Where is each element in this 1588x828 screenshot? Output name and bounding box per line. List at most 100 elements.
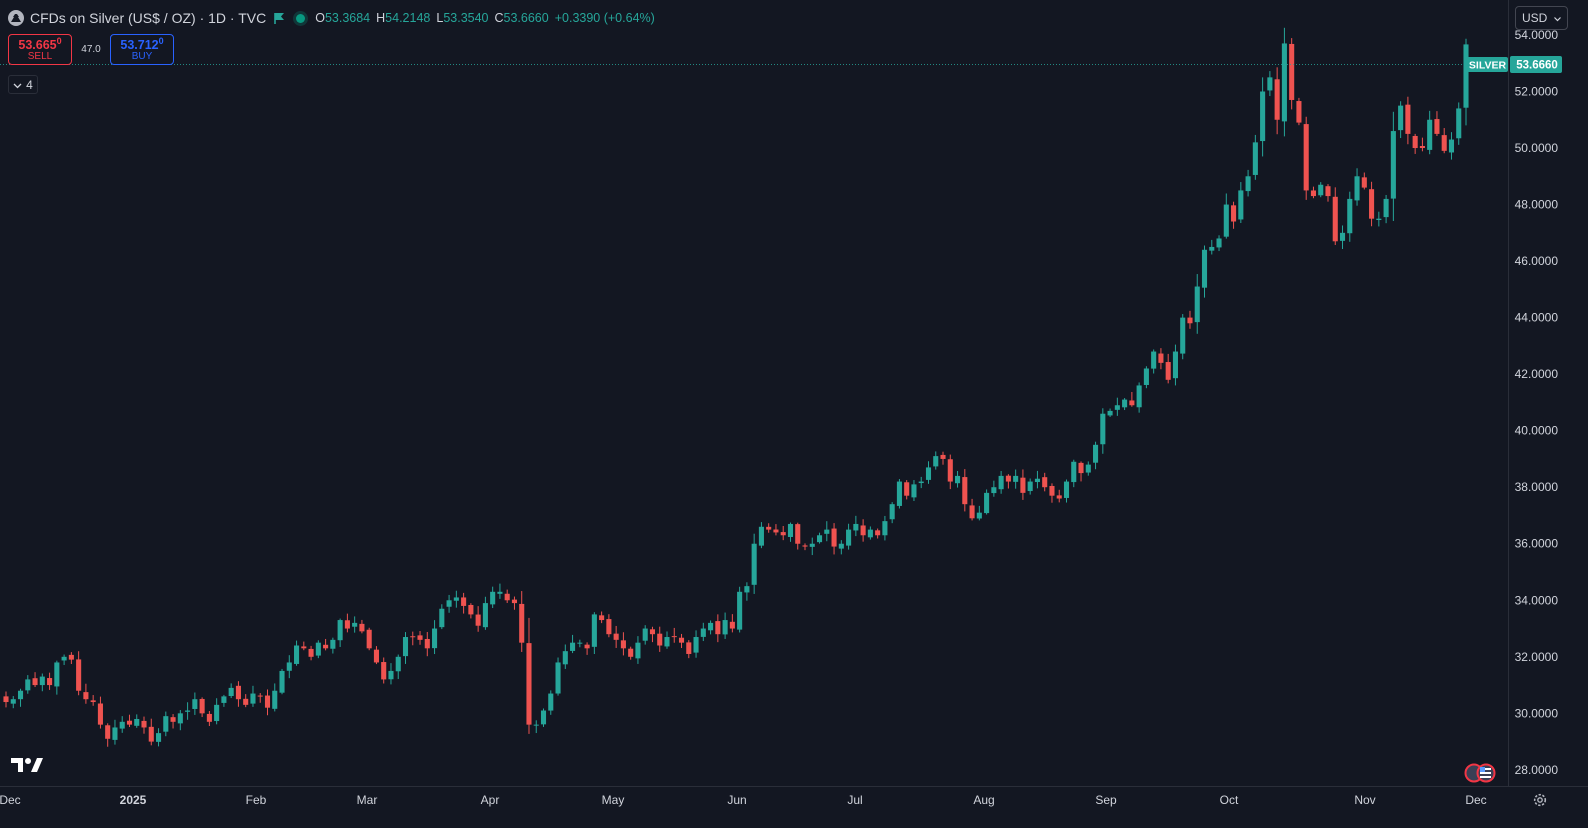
y-tick-label: 30.0000 [1515, 706, 1559, 720]
candle-down [1129, 400, 1135, 406]
y-tick-label: 46.0000 [1515, 254, 1559, 268]
candle-up [1281, 43, 1287, 122]
market-status-icon[interactable] [296, 13, 306, 23]
candle-up [991, 487, 997, 494]
candle-down [148, 726, 154, 742]
economic-events-flags-icon[interactable] [1462, 763, 1498, 783]
candle-up [1063, 481, 1070, 498]
candle-up [54, 662, 60, 687]
candle-up [39, 676, 45, 686]
candle-down [344, 620, 350, 629]
x-tick-label: Feb [246, 793, 267, 807]
candle-up [555, 662, 561, 694]
x-tick-label: 2025 [120, 793, 147, 807]
candle-up [446, 600, 452, 607]
buy-price: 53.712 [120, 37, 159, 52]
candle-up [294, 645, 300, 664]
candle-up [809, 543, 815, 547]
candle-up [1201, 249, 1208, 288]
candle-up [846, 529, 852, 546]
candle-up [1034, 478, 1040, 483]
x-tick-label: Aug [973, 793, 994, 807]
candle-down [257, 695, 263, 697]
x-tick-label: May [602, 793, 625, 807]
x-axis-ticks: Dec 2025 Feb Mar Apr May Jun Jul Aug Sep Oct Nov Dec [0, 793, 1487, 807]
price-tag-bg [1510, 56, 1562, 73]
buy-label: BUY [131, 50, 153, 62]
symbol-tag-bg [1467, 57, 1508, 72]
candle-down [141, 720, 147, 728]
symbol-tag: SILVER [1469, 60, 1507, 72]
candle-down [1332, 196, 1338, 242]
candle-up [1347, 198, 1353, 234]
y-tick-label: 48.0000 [1515, 198, 1559, 212]
candle-up [1260, 91, 1266, 142]
flag-icon[interactable] [272, 11, 286, 25]
sell-price: 53.665 [18, 37, 57, 52]
candle-up [25, 679, 31, 691]
candle-down [366, 629, 372, 649]
candle-down [90, 700, 96, 703]
candle-down [32, 678, 38, 686]
candle-up [1194, 286, 1200, 323]
candle-down [199, 698, 205, 714]
candle-down [424, 638, 430, 649]
indicators-toggle-button[interactable]: 4 [8, 75, 38, 94]
open-value: 53.3684 [324, 11, 371, 25]
candle-up [163, 716, 169, 732]
candle-up [1223, 204, 1229, 237]
x-tick-label: Apr [481, 793, 500, 807]
candle-down [1412, 135, 1418, 149]
candle-down [678, 637, 685, 643]
chevron-down-icon [13, 78, 22, 92]
candle-up [889, 504, 895, 520]
candle-up [185, 710, 191, 712]
y-tick-label: 36.0000 [1515, 537, 1559, 551]
symbol-legend[interactable]: CFDs on Silver (US$ / OZ) · 1D · TVC O53… [8, 9, 655, 27]
sell-button[interactable]: 53.6650 SELL [8, 34, 72, 65]
candle-up [838, 543, 844, 549]
close-key: C [494, 11, 504, 25]
candle-up [570, 642, 576, 651]
x-tick-label: Mar [357, 793, 378, 807]
ohlc-values: O53.3684 H54.2148 L53.3540 C53.6660 +0.3… [315, 11, 655, 25]
candle-up [315, 642, 321, 656]
candle-up [642, 628, 648, 641]
candle-up [214, 704, 220, 722]
tradingview-logo[interactable] [11, 756, 43, 779]
y-tick-label: 28.0000 [1515, 763, 1559, 777]
candle-up [635, 642, 641, 659]
candle-up [279, 670, 285, 693]
candle-down [613, 633, 619, 640]
settings-gear-icon[interactable] [1532, 792, 1548, 813]
candle-up [882, 521, 888, 536]
candle-up [933, 456, 939, 467]
y-tick-label: 44.0000 [1515, 311, 1559, 325]
candle-down [301, 646, 307, 649]
candle-up [192, 699, 198, 709]
candle-up [1136, 385, 1142, 408]
sell-label: SELL [27, 50, 53, 62]
candle-up [330, 639, 336, 649]
candle-up [1013, 475, 1019, 482]
candle-down [126, 720, 133, 725]
y-tick-label: 34.0000 [1515, 593, 1559, 607]
candle-down [1005, 475, 1011, 482]
candle-up [1151, 351, 1157, 369]
candle-down [206, 713, 212, 722]
candle-up [453, 597, 459, 601]
candle-down [1289, 43, 1295, 100]
candle-down [264, 695, 271, 708]
buy-button[interactable]: 53.7120 BUY [110, 34, 174, 65]
candle-up [1143, 368, 1149, 385]
candle-down [649, 629, 656, 635]
candle-up [1252, 142, 1258, 175]
candle-down [962, 477, 968, 505]
candle-down [1310, 190, 1317, 197]
candle-up [119, 721, 125, 729]
candle-up [286, 662, 292, 671]
high-value: 54.2148 [385, 11, 431, 25]
candle-down [511, 599, 517, 604]
currency-select[interactable]: USD [1515, 6, 1568, 30]
